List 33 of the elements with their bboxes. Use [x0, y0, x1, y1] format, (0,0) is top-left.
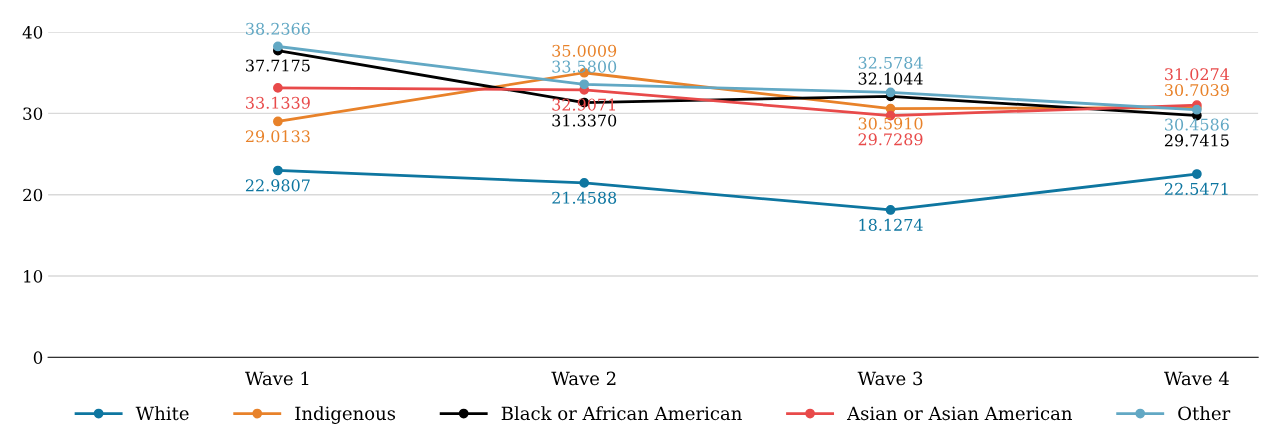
data-label: 33.1339 [246, 96, 310, 109]
data-label: 22.5471 [1164, 182, 1228, 195]
data-label: 37.7175 [246, 59, 310, 72]
data-label: 32.5784 [858, 56, 923, 69]
data-label: 32.1044 [858, 72, 923, 85]
legend-label: Indigenous [295, 406, 396, 424]
data-label: 31.0274 [1165, 68, 1230, 81]
x-tick-label: Wave 4 [1164, 371, 1229, 386]
data-label: 18.1274 [859, 218, 923, 231]
legend-label: White [135, 406, 189, 421]
y-tick-label: 40 [22, 26, 43, 39]
data-label: 29.0133 [245, 130, 310, 143]
legend-label: Asian or Asian American [846, 406, 1072, 421]
data-label: 29.7415 [1164, 134, 1229, 147]
data-label: 30.5910 [858, 117, 923, 130]
y-tick-label: 30 [23, 107, 43, 120]
data-label: 29.7289 [858, 133, 923, 146]
data-label: 30.7039 [1165, 83, 1229, 97]
x-tick-label: Wave 1 [245, 371, 309, 386]
data-label: 31.3370 [552, 114, 617, 127]
y-tick-label: 10 [24, 270, 43, 283]
data-label: 30.4586 [1165, 118, 1229, 131]
legend-label: Other [1178, 406, 1231, 421]
data-label: 21.4588 [552, 191, 617, 204]
data-label: 22.9807 [245, 179, 310, 192]
data-label: 38.2366 [246, 22, 310, 35]
legend-label: Black or African American [501, 406, 742, 421]
y-tick-label: 0 [33, 351, 43, 364]
data-label: 33.5800 [552, 60, 617, 73]
y-tick-label: 20 [23, 188, 43, 202]
data-label: 35.0009 [552, 44, 617, 57]
x-tick-label: Wave 3 [857, 371, 923, 386]
x-tick-label: Wave 2 [551, 371, 616, 386]
